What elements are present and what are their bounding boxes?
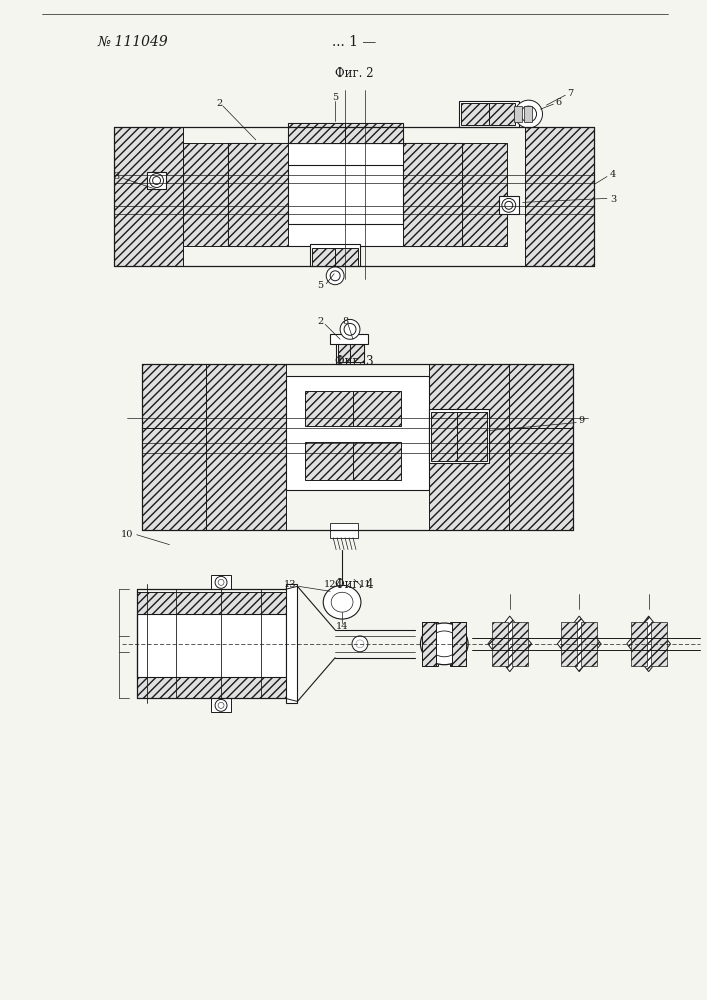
Text: ... 1 —: ... 1 — [332, 35, 376, 49]
Circle shape [344, 323, 356, 335]
Text: Фиг. 3: Фиг. 3 [334, 355, 373, 368]
Polygon shape [330, 334, 368, 344]
Polygon shape [141, 364, 206, 428]
Polygon shape [631, 622, 647, 666]
Polygon shape [136, 614, 286, 677]
Text: Фиг. 2: Фиг. 2 [334, 67, 373, 80]
Polygon shape [305, 442, 353, 480]
Polygon shape [330, 523, 358, 538]
Polygon shape [335, 248, 358, 266]
Polygon shape [561, 622, 577, 666]
Polygon shape [627, 616, 670, 672]
Polygon shape [650, 622, 667, 666]
Ellipse shape [323, 585, 361, 619]
Polygon shape [488, 616, 532, 672]
Polygon shape [557, 616, 601, 672]
Polygon shape [423, 622, 436, 666]
Polygon shape [206, 364, 286, 530]
Text: 7: 7 [567, 89, 573, 98]
Circle shape [515, 100, 542, 128]
Polygon shape [286, 584, 298, 703]
Text: 8: 8 [342, 317, 348, 326]
Circle shape [340, 319, 360, 339]
Circle shape [502, 198, 515, 212]
Polygon shape [312, 248, 335, 266]
Polygon shape [136, 592, 286, 614]
Circle shape [352, 636, 368, 652]
Circle shape [326, 267, 344, 285]
Polygon shape [286, 376, 429, 490]
Polygon shape [459, 101, 519, 127]
Circle shape [150, 174, 163, 187]
Ellipse shape [421, 623, 468, 665]
Polygon shape [581, 622, 597, 666]
Polygon shape [183, 143, 228, 246]
Polygon shape [114, 127, 183, 266]
Polygon shape [310, 244, 360, 266]
Polygon shape [525, 127, 594, 266]
Polygon shape [462, 143, 507, 246]
Circle shape [153, 177, 160, 184]
Polygon shape [489, 103, 515, 125]
Text: 3: 3 [114, 172, 120, 181]
Text: № 111049: № 111049 [97, 35, 168, 49]
Text: 11: 11 [358, 580, 371, 589]
Polygon shape [141, 428, 206, 530]
Polygon shape [423, 622, 438, 666]
Polygon shape [338, 344, 350, 362]
Circle shape [215, 699, 227, 711]
Polygon shape [228, 143, 288, 246]
Text: 14: 14 [336, 622, 349, 631]
Polygon shape [402, 143, 462, 246]
Polygon shape [288, 123, 345, 143]
Polygon shape [211, 698, 231, 712]
Text: 10: 10 [121, 530, 133, 539]
Polygon shape [136, 677, 286, 698]
Polygon shape [345, 123, 402, 143]
Text: 6: 6 [555, 98, 561, 107]
Polygon shape [288, 165, 402, 224]
Polygon shape [509, 364, 573, 428]
Polygon shape [450, 622, 466, 666]
Circle shape [356, 640, 364, 648]
Polygon shape [211, 575, 231, 589]
Text: 3: 3 [610, 195, 616, 204]
Circle shape [215, 576, 227, 588]
Polygon shape [457, 412, 487, 461]
Polygon shape [492, 622, 508, 666]
Polygon shape [350, 344, 364, 362]
Polygon shape [353, 391, 401, 426]
Polygon shape [461, 103, 489, 125]
Text: 9: 9 [578, 416, 584, 425]
Polygon shape [288, 123, 402, 143]
Text: 4: 4 [610, 170, 616, 179]
Polygon shape [452, 622, 466, 666]
Polygon shape [499, 196, 519, 214]
Polygon shape [146, 172, 166, 189]
Polygon shape [514, 106, 522, 122]
Circle shape [218, 579, 224, 585]
Text: 2: 2 [216, 99, 222, 108]
Circle shape [218, 702, 224, 708]
Polygon shape [429, 409, 489, 463]
Polygon shape [512, 622, 527, 666]
Circle shape [520, 106, 537, 122]
Polygon shape [431, 412, 457, 461]
Polygon shape [336, 342, 364, 364]
Text: Фиг. 4: Фиг. 4 [334, 578, 373, 591]
Text: 2: 2 [317, 317, 323, 326]
Polygon shape [429, 364, 509, 530]
Polygon shape [524, 106, 532, 122]
Text: 5: 5 [317, 281, 323, 290]
Polygon shape [353, 442, 401, 480]
Polygon shape [509, 428, 573, 530]
Circle shape [330, 271, 340, 281]
Polygon shape [305, 391, 353, 426]
Text: 13: 13 [284, 580, 297, 589]
Text: 5: 5 [332, 93, 338, 102]
Circle shape [505, 201, 513, 209]
Polygon shape [228, 143, 462, 246]
Text: 12: 12 [324, 580, 337, 589]
